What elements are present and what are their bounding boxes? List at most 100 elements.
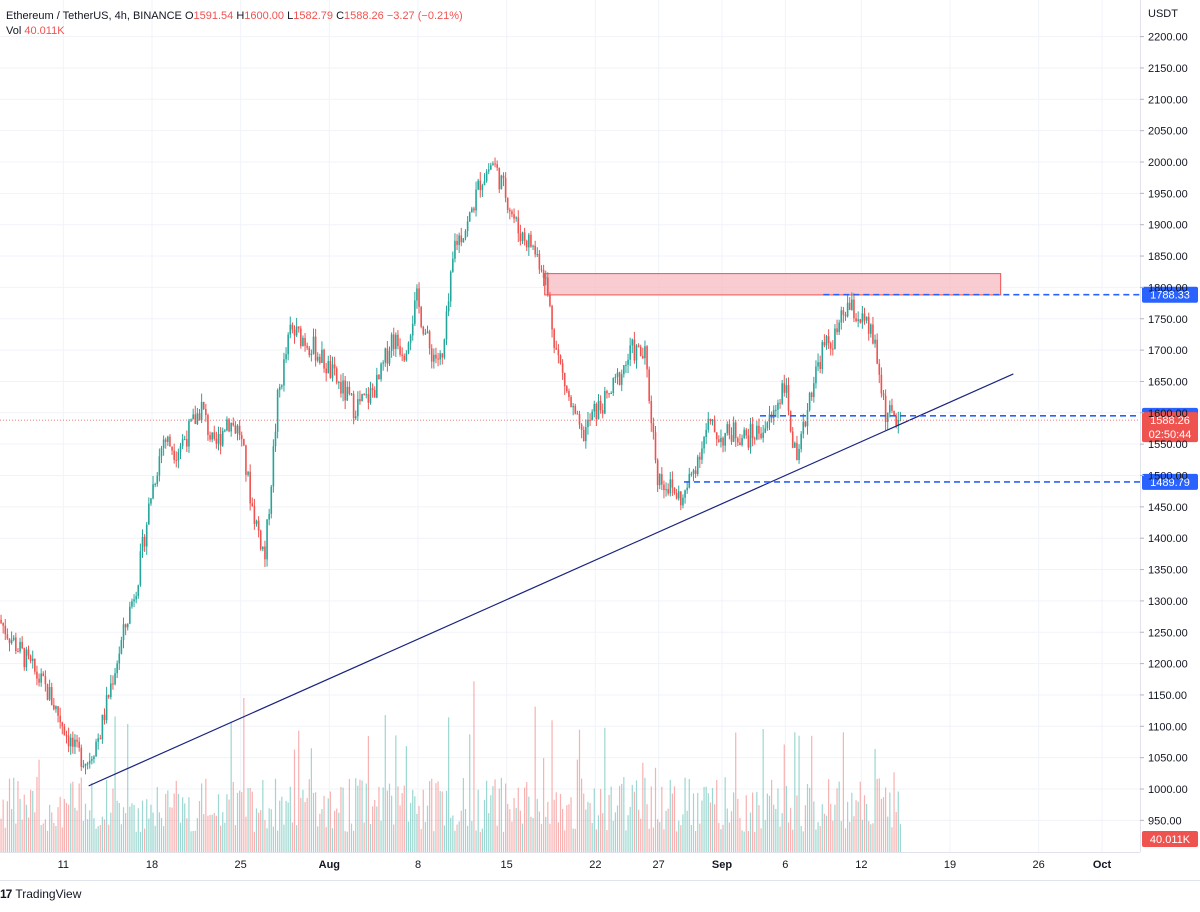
- candle-body: [27, 649, 30, 656]
- time-axis[interactable]: 11 18 25 Aug 8 15 22 27 Sep 6 12 19 26 Oct: [58, 859, 1112, 871]
- volume-bar: [443, 825, 445, 852]
- candle-body: [430, 348, 433, 362]
- volume-bar: [279, 800, 281, 852]
- candle-body: [722, 437, 724, 446]
- horizontal-levels[interactable]: 1788.331595.161489.791588.2602:50:4440.0…: [684, 286, 1198, 847]
- volume-bar: [726, 808, 728, 852]
- volume-bar: [549, 823, 551, 852]
- volume-bar: [25, 804, 27, 852]
- candle-body: [373, 389, 376, 398]
- volume-bar: [505, 783, 507, 852]
- candle-body: [620, 374, 623, 385]
- price-tick-label: 1600.00: [1148, 408, 1188, 420]
- volume-bar: [587, 801, 589, 852]
- candle-body: [644, 346, 646, 359]
- candle-body: [150, 498, 152, 504]
- volume-label[interactable]: Vol: [6, 25, 22, 37]
- resistance-zone[interactable]: [544, 273, 1002, 296]
- candle-body: [762, 432, 764, 438]
- candle-body: [515, 217, 517, 219]
- volume-bar: [302, 789, 304, 852]
- candle-body: [338, 382, 340, 384]
- tradingview-logo[interactable]: 17 TradingView: [0, 887, 81, 901]
- volume-bar: [612, 820, 614, 852]
- time-tick-label: 22: [589, 859, 601, 871]
- volume-bar: [771, 779, 773, 852]
- volume-bar: [93, 818, 95, 852]
- candle-body: [226, 419, 228, 431]
- volume-bar: [545, 816, 547, 852]
- candle-body: [631, 339, 634, 346]
- candle-body: [494, 163, 496, 165]
- candle-body: [471, 208, 473, 213]
- volume-bar: [80, 777, 82, 852]
- candle-body: [848, 302, 851, 310]
- candle-body: [547, 277, 549, 296]
- price-tick-label: 1150.00: [1148, 690, 1187, 702]
- tradingview-brand: TradingView: [15, 887, 82, 901]
- candle-body: [6, 634, 9, 639]
- volume-bar: [49, 804, 51, 852]
- candle-body: [519, 233, 522, 242]
- candle-body: [732, 422, 735, 442]
- volume-bar: [410, 802, 412, 852]
- candle-body: [107, 695, 110, 698]
- time-tick-label: 19: [944, 859, 956, 871]
- volume-bar: [296, 825, 298, 852]
- candle-body: [895, 415, 897, 426]
- price-axis[interactable]: [1140, 36, 1144, 821]
- candle-body: [167, 436, 169, 442]
- volume-bar: [137, 808, 139, 852]
- trendline[interactable]: [88, 373, 1014, 787]
- volume-bar: [515, 807, 517, 852]
- volume-bar: [775, 808, 777, 852]
- price-tick-label: 1900.00: [1148, 220, 1188, 232]
- candle-body: [671, 479, 674, 488]
- candle-body: [2, 623, 4, 626]
- candle-body: [751, 424, 754, 439]
- symbol-title[interactable]: Ethereum / TetherUS, 4h, BINANCE: [6, 10, 182, 22]
- candle-body: [456, 240, 458, 245]
- candle-body: [319, 356, 321, 363]
- candle-body: [492, 163, 494, 166]
- volume-bar: [638, 809, 640, 852]
- candles: [0, 157, 902, 775]
- volume-bar: [234, 825, 236, 852]
- volume-bar: [395, 735, 397, 852]
- volume-bar: [224, 822, 226, 852]
- candle-body: [152, 484, 154, 499]
- volume-bar: [154, 825, 156, 852]
- candle-body: [38, 678, 40, 683]
- candle-body: [171, 446, 173, 451]
- volume-bar: [251, 791, 253, 852]
- volume-bar: [139, 831, 141, 852]
- candle-body: [897, 420, 900, 426]
- time-tick-label: 11: [58, 859, 69, 871]
- volume-bar: [667, 808, 669, 852]
- candle-body: [863, 313, 866, 321]
- volume-bar: [165, 793, 167, 852]
- volume-bar: [680, 825, 682, 852]
- volume-bar: [287, 802, 289, 852]
- candle-body: [78, 741, 80, 748]
- volume-bar: [220, 825, 222, 852]
- candle-body: [696, 456, 699, 475]
- volume-bar: [266, 828, 268, 852]
- volume-bar: [61, 827, 63, 852]
- volume-bar: [876, 778, 878, 852]
- candle-body: [120, 640, 123, 654]
- volume-bar: [705, 786, 707, 852]
- level-price-tag: [1142, 286, 1198, 303]
- candle-body: [838, 322, 840, 333]
- volume-bar: [629, 806, 631, 852]
- volume-bar: [203, 814, 205, 852]
- volume-bar: [509, 809, 511, 852]
- candle-body: [511, 211, 513, 215]
- volume-bar: [336, 808, 338, 852]
- candle-body: [747, 435, 750, 448]
- volume-bar: [802, 831, 804, 852]
- volume-bar: [372, 806, 374, 852]
- volume-bar: [384, 715, 386, 852]
- volume-bar: [481, 828, 483, 852]
